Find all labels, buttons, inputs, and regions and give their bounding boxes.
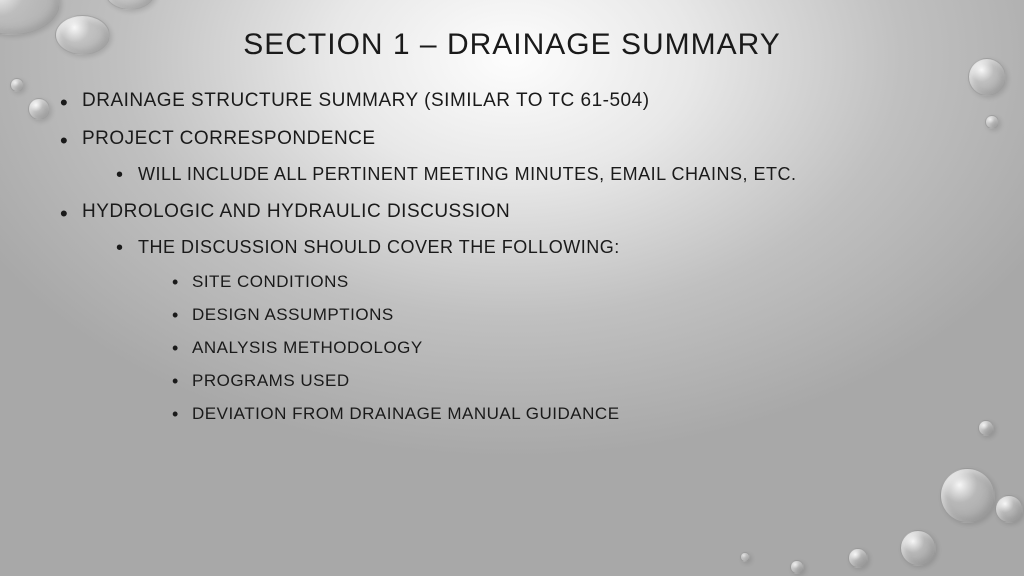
bullet-item: HYDROLOGIC AND HYDRAULIC DISCUSSION THE … bbox=[60, 201, 964, 424]
bullet-text: SITE CONDITIONS bbox=[192, 272, 349, 291]
bullet-item: THE DISCUSSION SHOULD COVER THE FOLLOWIN… bbox=[116, 237, 964, 424]
bullet-list-lvl2: THE DISCUSSION SHOULD COVER THE FOLLOWIN… bbox=[82, 237, 964, 424]
bullet-list-lvl2: WILL INCLUDE ALL PERTINENT MEETING MINUT… bbox=[82, 164, 964, 185]
bullet-item: ANALYSIS METHODOLOGY bbox=[172, 338, 964, 358]
bullet-item: PROJECT CORRESPONDENCE WILL INCLUDE ALL … bbox=[60, 128, 964, 185]
bullet-item: DESIGN ASSUMPTIONS bbox=[172, 305, 964, 325]
slide-content: SECTION 1 – DRAINAGE SUMMARY DRAINAGE ST… bbox=[0, 0, 1024, 576]
bullet-item: WILL INCLUDE ALL PERTINENT MEETING MINUT… bbox=[116, 164, 964, 185]
bullet-list-lvl1: DRAINAGE STRUCTURE SUMMARY (SIMILAR TO T… bbox=[60, 90, 964, 424]
bullet-text: DRAINAGE STRUCTURE SUMMARY (SIMILAR TO T… bbox=[82, 90, 650, 111]
bullet-text: THE DISCUSSION SHOULD COVER THE FOLLOWIN… bbox=[138, 237, 620, 257]
bullet-text: PROJECT CORRESPONDENCE bbox=[82, 128, 376, 149]
bullet-item: PROGRAMS USED bbox=[172, 371, 964, 391]
bullet-item: SITE CONDITIONS bbox=[172, 272, 964, 292]
bullet-text: DEVIATION FROM DRAINAGE MANUAL GUIDANCE bbox=[192, 404, 620, 423]
bullet-text: HYDROLOGIC AND HYDRAULIC DISCUSSION bbox=[82, 201, 510, 222]
bullet-text: ANALYSIS METHODOLOGY bbox=[192, 338, 423, 357]
bullet-text: WILL INCLUDE ALL PERTINENT MEETING MINUT… bbox=[138, 164, 796, 184]
bullet-item: DRAINAGE STRUCTURE SUMMARY (SIMILAR TO T… bbox=[60, 90, 964, 112]
bullet-text: PROGRAMS USED bbox=[192, 371, 350, 390]
bullet-text: DESIGN ASSUMPTIONS bbox=[192, 305, 394, 324]
slide-title: SECTION 1 – DRAINAGE SUMMARY bbox=[60, 28, 964, 62]
bullet-item: DEVIATION FROM DRAINAGE MANUAL GUIDANCE bbox=[172, 404, 964, 424]
bullet-list-lvl3: SITE CONDITIONS DESIGN ASSUMPTIONS ANALY… bbox=[138, 272, 964, 424]
